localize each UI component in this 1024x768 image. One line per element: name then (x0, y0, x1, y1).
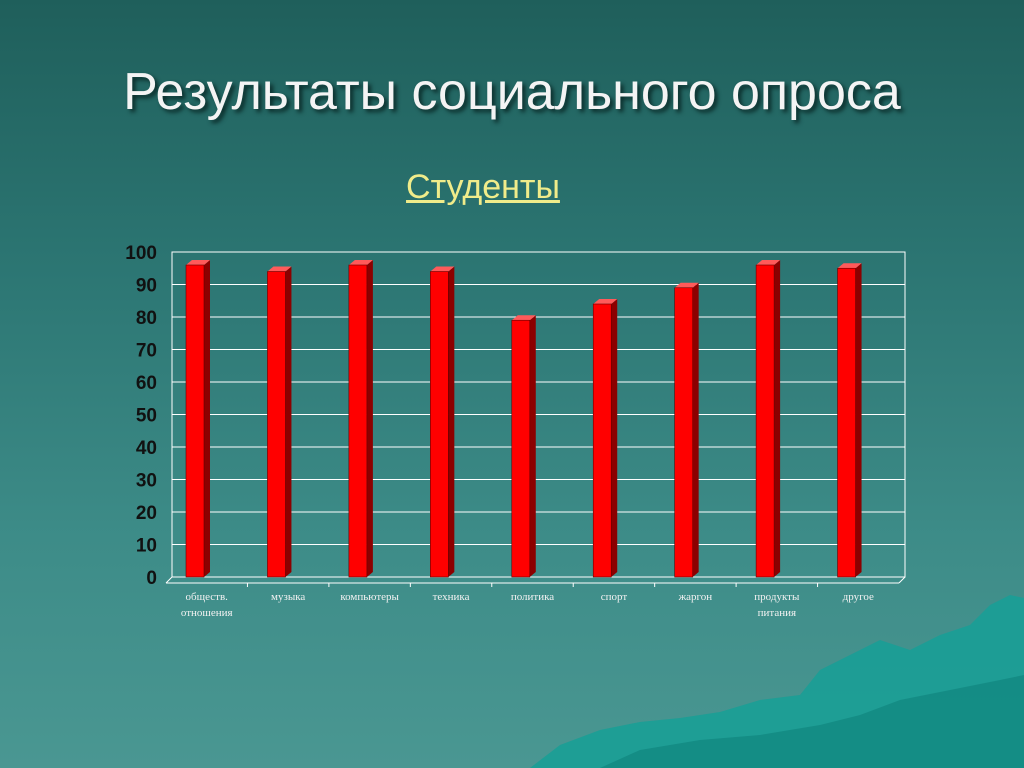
slide-title: Результаты социального опроса (123, 63, 901, 121)
bar (755, 264, 775, 578)
y-tick-label: 70 (136, 341, 157, 362)
y-tick-label: 60 (136, 373, 157, 394)
x-tick-label: продукты питания (754, 591, 800, 619)
bar-top (674, 282, 699, 288)
y-tick-label: 0 (146, 568, 157, 589)
y-tick-label: 90 (136, 276, 157, 297)
bar-top (756, 260, 781, 265)
bar-top (267, 266, 292, 272)
x-tick-label: другое (843, 591, 874, 603)
x-tick-label: компьютеры (340, 591, 399, 603)
bar-top (593, 299, 618, 304)
y-tick-label: 100 (125, 243, 157, 264)
bar-side (774, 260, 781, 577)
y-tick-label: 50 (136, 406, 157, 427)
y-tick-label: 20 (136, 503, 157, 524)
bar-side (448, 266, 455, 577)
bar-top (186, 260, 210, 265)
y-tick-label: 10 (136, 536, 157, 557)
bar-top (348, 260, 373, 265)
x-tick-label: жаргон (678, 591, 713, 603)
x-tick-label: политика (511, 591, 554, 603)
bar-side (366, 260, 373, 577)
bar (511, 319, 531, 578)
bar (348, 264, 368, 578)
x-tick-label: спорт (601, 591, 628, 603)
bar-top (837, 263, 862, 269)
y-tick-label: 80 (136, 308, 157, 329)
y-tick-label: 30 (136, 471, 157, 492)
bar-side (611, 299, 618, 577)
bar (674, 287, 693, 578)
y-tick-label: 40 (136, 438, 157, 459)
floor-right-edge (898, 576, 906, 584)
bar-top (430, 266, 455, 272)
bar (185, 264, 205, 578)
bar (267, 271, 286, 578)
x-tick-label: техника (433, 591, 470, 603)
floor-left-edge (165, 576, 173, 584)
bar-top (511, 315, 536, 321)
bar-side (204, 260, 210, 577)
bar (430, 271, 449, 578)
chart-subtitle: Студенты (406, 168, 560, 206)
bar-side (529, 315, 536, 577)
bar (837, 267, 856, 578)
bar (592, 303, 612, 578)
bar-side (855, 263, 862, 577)
bar-side (692, 282, 699, 577)
x-tick-label: музыка (271, 591, 305, 603)
bar-side (285, 266, 292, 577)
x-tick-label: обществ. отношения (181, 591, 233, 619)
